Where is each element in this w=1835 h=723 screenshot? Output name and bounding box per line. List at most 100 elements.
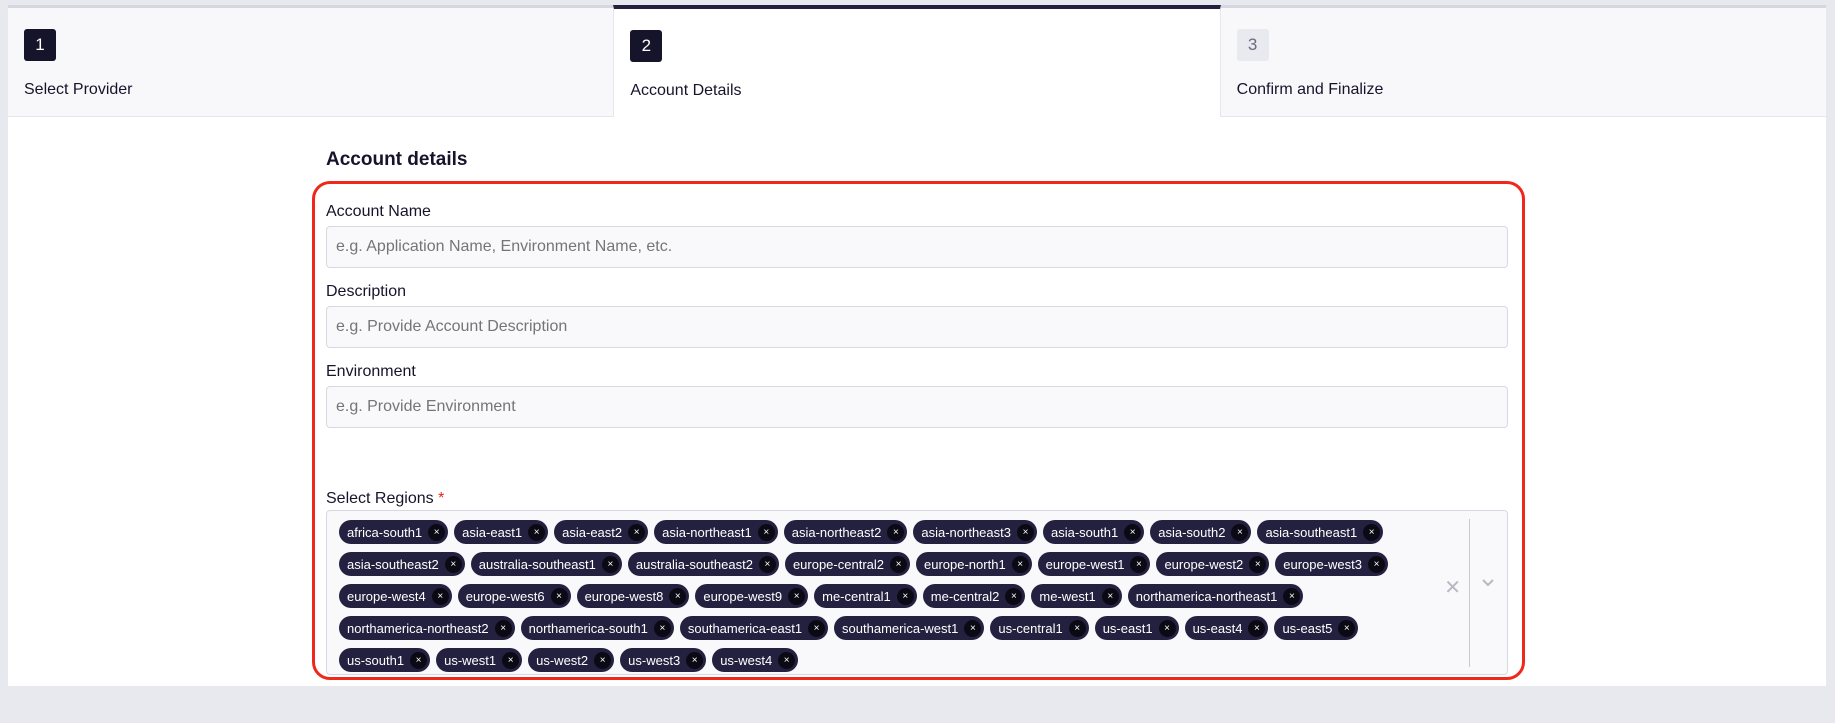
- environment-label: Environment: [326, 363, 416, 380]
- region-tag: us-south1 ×: [339, 648, 431, 672]
- region-tag: northamerica-northeast2 ×: [339, 616, 515, 640]
- region-tag-label: us-east4: [1192, 620, 1243, 636]
- region-tag: asia-east2 ×: [554, 520, 649, 544]
- step-label: Account Details: [630, 82, 742, 99]
- remove-tag-icon[interactable]: ×: [444, 555, 462, 573]
- region-tag-label: us-west1: [444, 652, 497, 668]
- remove-tag-icon[interactable]: ×: [494, 619, 512, 637]
- region-tag: us-east4 ×: [1184, 616, 1269, 640]
- region-tag-label: australia-southeast2: [635, 556, 753, 572]
- remove-tag-icon[interactable]: ×: [1283, 587, 1301, 605]
- region-tag: asia-northeast1 ×: [654, 520, 778, 544]
- region-tag-label: europe-west3: [1283, 556, 1363, 572]
- region-tag-label: asia-south1: [1051, 524, 1119, 540]
- remove-tag-icon[interactable]: ×: [410, 651, 428, 669]
- remove-tag-icon[interactable]: ×: [669, 587, 687, 605]
- remove-tag-icon[interactable]: ×: [628, 523, 646, 541]
- remove-tag-icon[interactable]: ×: [757, 523, 775, 541]
- required-mark: *: [438, 490, 445, 507]
- remove-tag-icon[interactable]: ×: [594, 651, 612, 669]
- remove-tag-icon[interactable]: ×: [528, 523, 546, 541]
- regions-multiselect[interactable]: africa-south1 × asia-east1 × asia-east2 × asia…: [326, 510, 1508, 675]
- remove-tag-icon[interactable]: ×: [1101, 587, 1119, 605]
- region-tag: us-west3 ×: [620, 648, 707, 672]
- remove-tag-icon[interactable]: ×: [1124, 523, 1142, 541]
- region-tag-label: europe-west8: [584, 588, 664, 604]
- region-tag: australia-southeast1 ×: [470, 552, 622, 576]
- environment-input[interactable]: [326, 386, 1508, 428]
- remove-tag-icon[interactable]: ×: [686, 651, 704, 669]
- region-tag: europe-west8 ×: [576, 584, 690, 608]
- remove-tag-icon[interactable]: ×: [550, 587, 568, 605]
- region-tag: europe-north1 ×: [916, 552, 1032, 576]
- clear-all-icon[interactable]: ✕: [1444, 577, 1461, 599]
- remove-tag-icon[interactable]: ×: [1158, 619, 1176, 637]
- remove-tag-icon[interactable]: ×: [1248, 619, 1266, 637]
- region-tag: africa-south1 ×: [339, 520, 449, 544]
- page: 1 Select Provider 2 Account Details 3 Co…: [8, 5, 1826, 686]
- remove-tag-icon[interactable]: ×: [887, 523, 905, 541]
- region-tag: europe-central2 ×: [784, 552, 910, 576]
- region-tag-label: europe-central2: [792, 556, 884, 572]
- remove-tag-icon[interactable]: ×: [788, 587, 806, 605]
- region-tag: asia-south2 ×: [1150, 520, 1252, 544]
- region-tag-label: asia-northeast2: [791, 524, 882, 540]
- tag-row: northamerica-northeast2 × northamerica-sou…: [339, 612, 1388, 644]
- remove-tag-icon[interactable]: ×: [758, 555, 776, 573]
- remove-tag-icon[interactable]: ×: [502, 651, 520, 669]
- remove-tag-icon[interactable]: ×: [1338, 619, 1356, 637]
- step-number: 1: [24, 29, 56, 61]
- step-select-provider[interactable]: 1 Select Provider: [8, 5, 614, 117]
- remove-tag-icon[interactable]: ×: [1249, 555, 1267, 573]
- remove-tag-icon[interactable]: ×: [1368, 555, 1386, 573]
- step-number: 3: [1236, 29, 1269, 61]
- region-tag: me-west1 ×: [1031, 584, 1122, 608]
- region-tag: us-east5 ×: [1274, 616, 1359, 640]
- remove-tag-icon[interactable]: ×: [428, 523, 446, 541]
- region-tag: europe-west3 ×: [1275, 552, 1389, 576]
- region-tag-label: southamerica-west1: [842, 620, 959, 636]
- remove-tag-icon[interactable]: ×: [1011, 555, 1029, 573]
- remove-tag-icon[interactable]: ×: [1017, 523, 1034, 541]
- remove-tag-icon[interactable]: ×: [808, 619, 826, 637]
- remove-tag-icon[interactable]: ×: [1130, 555, 1148, 573]
- remove-tag-icon[interactable]: ×: [1068, 619, 1086, 637]
- remove-tag-icon[interactable]: ×: [431, 587, 449, 605]
- remove-tag-icon[interactable]: ×: [601, 555, 619, 573]
- region-tag-label: australia-southeast1: [478, 556, 596, 572]
- region-tag: northamerica-south1 ×: [520, 616, 674, 640]
- region-tag-label: us-west4: [720, 652, 773, 668]
- region-tag-label: me-west1: [1039, 588, 1096, 604]
- region-tag: us-west2 ×: [528, 648, 615, 672]
- indicator-separator: [1469, 519, 1470, 667]
- step-account-details[interactable]: 2 Account Details: [613, 5, 1221, 117]
- tag-row: europe-west4 × europe-west6 × europe-west8 × e…: [339, 580, 1388, 612]
- region-tag-label: me-central1: [822, 588, 891, 604]
- description-label: Description: [326, 283, 407, 300]
- chevron-down-icon[interactable]: [1479, 573, 1497, 591]
- region-tag: australia-southeast2 ×: [627, 552, 779, 576]
- region-tag-label: europe-west6: [465, 588, 545, 604]
- remove-tag-icon[interactable]: ×: [890, 555, 907, 573]
- region-tag-label: northamerica-northeast2: [347, 620, 489, 636]
- remove-tag-icon[interactable]: ×: [1231, 523, 1249, 541]
- remove-tag-icon[interactable]: ×: [1363, 523, 1381, 541]
- account-name-input[interactable]: [326, 226, 1508, 268]
- region-tag-label: us-south1: [347, 652, 405, 668]
- region-tag: asia-southeast1 ×: [1257, 520, 1384, 544]
- region-tag-label: us-west3: [628, 652, 681, 668]
- region-tag-label: europe-west9: [703, 588, 783, 604]
- step-confirm-finalize[interactable]: 3 Confirm and Finalize: [1220, 5, 1826, 117]
- region-tag: europe-west1 ×: [1037, 552, 1151, 576]
- form-heading: Account details: [326, 149, 468, 170]
- region-tag-label: europe-west1: [1045, 556, 1125, 572]
- remove-tag-icon[interactable]: ×: [896, 587, 914, 605]
- region-tag-label: asia-east1: [462, 524, 523, 540]
- remove-tag-icon[interactable]: ×: [964, 619, 982, 637]
- region-tag-label: asia-southeast2: [347, 556, 439, 572]
- description-input[interactable]: [326, 306, 1508, 348]
- remove-tag-icon[interactable]: ×: [653, 619, 671, 637]
- remove-tag-icon[interactable]: ×: [778, 651, 796, 669]
- tag-row: us-south1 × us-west1 × us-west2 × us-west3 × us-…: [339, 644, 1388, 676]
- remove-tag-icon[interactable]: ×: [1005, 587, 1023, 605]
